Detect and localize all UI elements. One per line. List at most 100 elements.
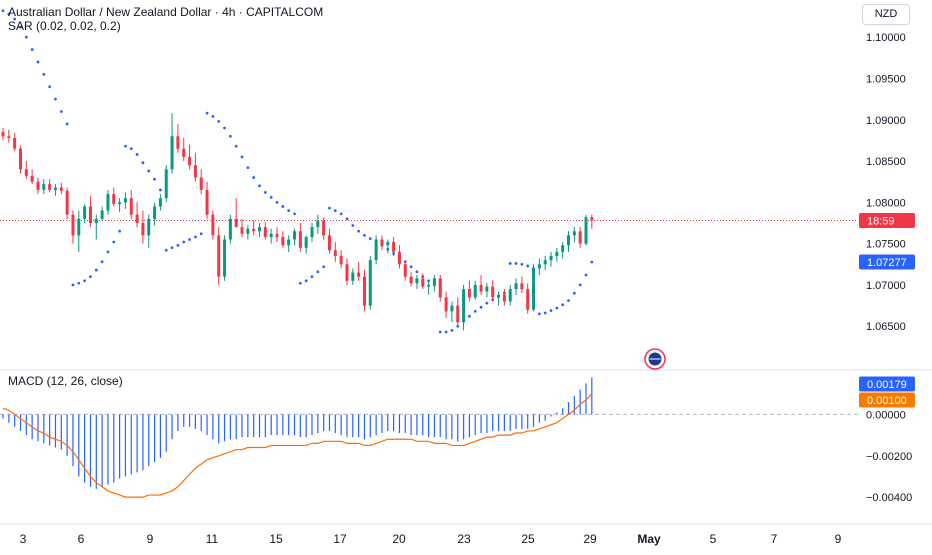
candle-body [275, 233, 279, 238]
sar-dot [223, 126, 226, 130]
sar-dot [159, 188, 162, 192]
time-axis[interactable]: 3 6 9 11 15 17 20 23 25 29 May 5 7 9 [20, 532, 842, 546]
time-tick-label: May [637, 532, 661, 546]
time-tick-label: 6 [78, 532, 85, 546]
candle [497, 291, 501, 306]
sar-dot [561, 303, 565, 307]
candle-body [327, 235, 331, 251]
candle-body [199, 177, 203, 190]
candle [164, 165, 168, 203]
sar-dot [450, 328, 454, 332]
candle-body [228, 218, 232, 240]
candle-body [71, 214, 75, 236]
macd-tick-label: −0.00200 [866, 451, 912, 463]
sar-dot [438, 330, 442, 334]
candle-body [258, 227, 262, 232]
candle-body [123, 198, 127, 203]
candle-body [578, 231, 582, 244]
last-price-badge: 18:59 [859, 213, 915, 229]
candle-body [164, 169, 168, 199]
candle [357, 261, 361, 281]
sar-dot [7, 12, 11, 16]
candle [380, 235, 384, 251]
sar-dot [112, 240, 116, 244]
candle-body [374, 239, 378, 261]
sar-dot [514, 262, 518, 265]
candle-body [263, 227, 267, 238]
sar-dot [298, 281, 302, 285]
sar-legend[interactable]: SAR (0.02, 0.02, 0.2) [8, 19, 121, 33]
sar-dot [100, 260, 104, 264]
flag-icon[interactable] [644, 348, 666, 370]
sar-dot [578, 283, 582, 287]
sar-dot [304, 279, 308, 283]
candle [473, 280, 477, 300]
sar-dot [83, 279, 87, 283]
sar-dot [59, 110, 63, 113]
macd-tick-label: −0.00400 [866, 492, 912, 504]
candle [386, 239, 390, 254]
candle [537, 258, 541, 276]
candle-body [310, 227, 314, 238]
candle [298, 222, 302, 252]
candle-body [59, 187, 63, 191]
candle [584, 214, 588, 246]
candle [555, 247, 559, 262]
candle [112, 187, 116, 207]
macd-axis-badges: 0.00179 0.00100 [859, 376, 915, 408]
candle [228, 214, 232, 244]
last-price-badge-bg [859, 213, 915, 229]
candle [258, 222, 262, 238]
candle [217, 227, 221, 285]
candle-body [502, 294, 506, 302]
candle [322, 217, 326, 240]
macd-legend[interactable]: MACD (12, 26, close) [8, 374, 123, 388]
candle [590, 214, 594, 229]
candle [94, 214, 98, 240]
candle [252, 220, 256, 236]
price-tick-label: 1.09500 [866, 73, 906, 85]
candle [269, 228, 273, 244]
candle-body [339, 256, 343, 265]
candle-body [590, 217, 594, 221]
sar-dot [77, 281, 81, 285]
candle [65, 187, 69, 219]
sar-dot [485, 301, 489, 305]
candle-body [147, 218, 151, 236]
sar-dot [584, 273, 588, 277]
candle [526, 283, 530, 314]
candle [118, 198, 122, 213]
candle [432, 275, 436, 292]
time-tick-label: 17 [333, 532, 347, 546]
sar-dot [48, 85, 52, 89]
sar-dot [322, 265, 326, 269]
candle-body [584, 217, 588, 244]
candle [327, 228, 331, 254]
sar-dot [1, 9, 5, 13]
candle-body [211, 214, 215, 236]
candle-body [158, 198, 162, 207]
candle [409, 271, 413, 287]
currency-selector[interactable]: NZD [862, 4, 910, 25]
sar-dot [269, 195, 273, 199]
candle-body [223, 239, 227, 277]
candle-body [514, 283, 518, 290]
sar-dot [415, 270, 419, 274]
time-tick-label: 3 [20, 532, 27, 546]
time-tick-label: 7 [771, 532, 778, 546]
candle [48, 179, 52, 193]
candle [374, 235, 378, 265]
candle-body [100, 210, 104, 219]
sar-dot [555, 306, 559, 310]
sar-dot [444, 330, 448, 334]
sar-dot [240, 155, 244, 159]
candle [479, 275, 483, 295]
candle [520, 276, 524, 294]
candle [578, 227, 582, 248]
sar-dot [71, 283, 75, 287]
sar-dot [30, 48, 34, 51]
candle-body [141, 222, 145, 236]
candle-body [567, 235, 571, 246]
candle [199, 169, 203, 195]
